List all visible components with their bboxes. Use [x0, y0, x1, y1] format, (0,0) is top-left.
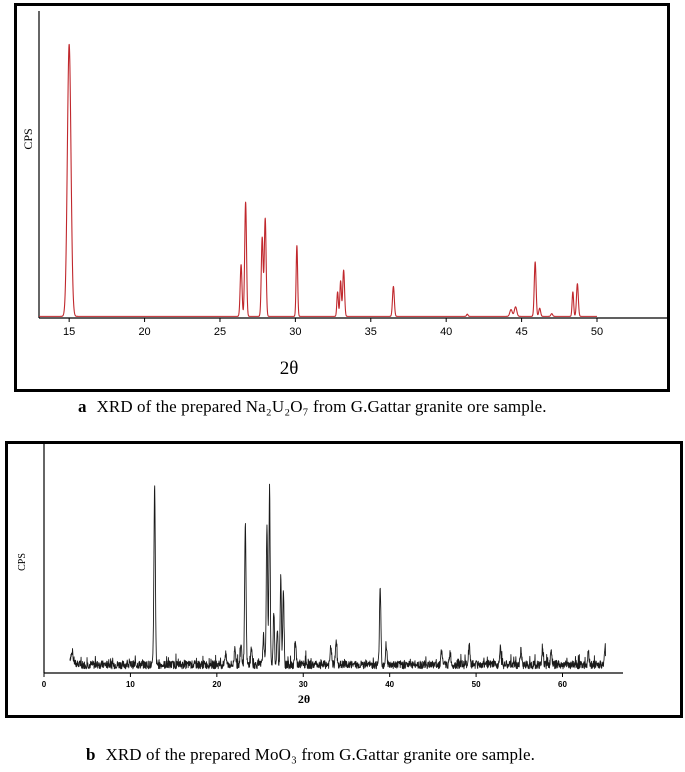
xrd-chart-a: 15 20 25 30 35 40 45 50 2θ CPS: [21, 11, 667, 379]
x-tick-label: 50: [472, 680, 481, 689]
caption-a: a XRD of the prepared Na₂U₂O₇ from G.Gatt…: [78, 397, 547, 417]
x-tick-label: 0: [42, 680, 47, 689]
x-tick-label: 40: [440, 326, 452, 338]
x-tick-label: 35: [365, 326, 377, 338]
x-tick-label: 30: [289, 326, 301, 338]
caption-b-text: XRD of the prepared MoO₃ from G.Gattar g…: [105, 745, 535, 764]
xrd-chart-a-frame: 15 20 25 30 35 40 45 50 2θ CPS: [14, 3, 670, 392]
caption-b: b XRD of the prepared MoO₃ from G.Gattar …: [86, 745, 535, 765]
x-tick-label: 10: [126, 680, 135, 689]
x-tick-label: 20: [138, 326, 150, 338]
x-tick-label: 60: [558, 680, 567, 689]
x-tick-label: 30: [299, 680, 308, 689]
diffraction-pattern-line: [69, 483, 606, 670]
x-tick-label: 20: [212, 680, 221, 689]
x-axis-label: 2θ: [298, 692, 310, 706]
x-tick-label: 50: [591, 326, 603, 338]
diffraction-pattern-line: [38, 43, 598, 317]
caption-a-text: XRD of the prepared Na₂U₂O₇ from G.Gatta…: [96, 397, 547, 416]
x-tick-label: 40: [385, 680, 394, 689]
caption-a-letter: a: [78, 397, 87, 416]
x-axis-label: 2θ: [280, 358, 299, 379]
xrd-chart-b: 0 10 20 30 40 50 60 2θ CPS: [17, 444, 623, 706]
x-tick-label: 15: [63, 326, 75, 338]
x-tick-label: 25: [214, 326, 226, 338]
x-tick-label: 45: [515, 326, 527, 338]
caption-b-letter: b: [86, 745, 96, 764]
xrd-chart-b-frame: 0 10 20 30 40 50 60 2θ CPS: [5, 441, 683, 718]
y-axis-label: CPS: [21, 128, 35, 149]
y-axis-label: CPS: [17, 553, 28, 571]
